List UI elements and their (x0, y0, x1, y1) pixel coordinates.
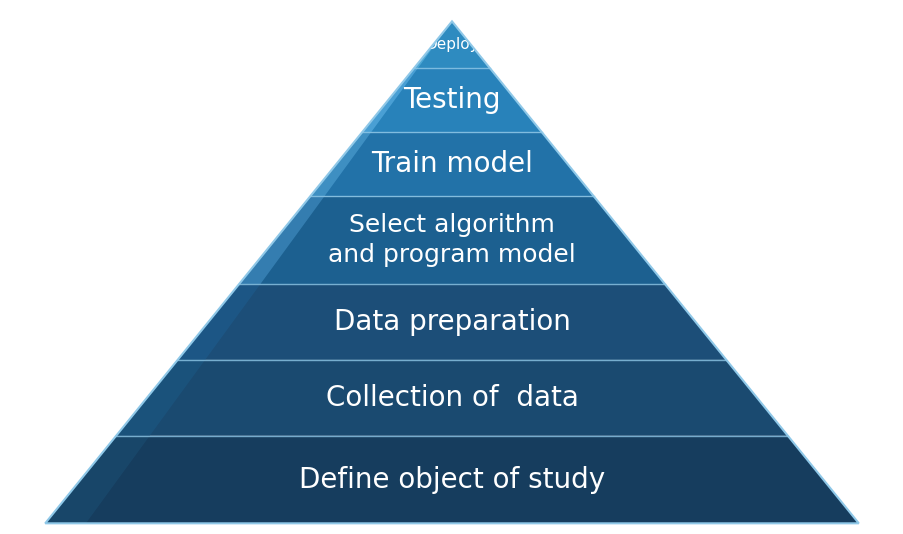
Text: Train model: Train model (370, 151, 533, 178)
Text: Collection of  data: Collection of data (325, 384, 578, 412)
Text: Deploy: Deploy (424, 37, 479, 52)
Text: Data preparation: Data preparation (333, 308, 570, 336)
Text: Define object of study: Define object of study (299, 466, 604, 493)
Text: Testing: Testing (403, 86, 500, 114)
Text: Select algorithm
and program model: Select algorithm and program model (328, 214, 575, 267)
